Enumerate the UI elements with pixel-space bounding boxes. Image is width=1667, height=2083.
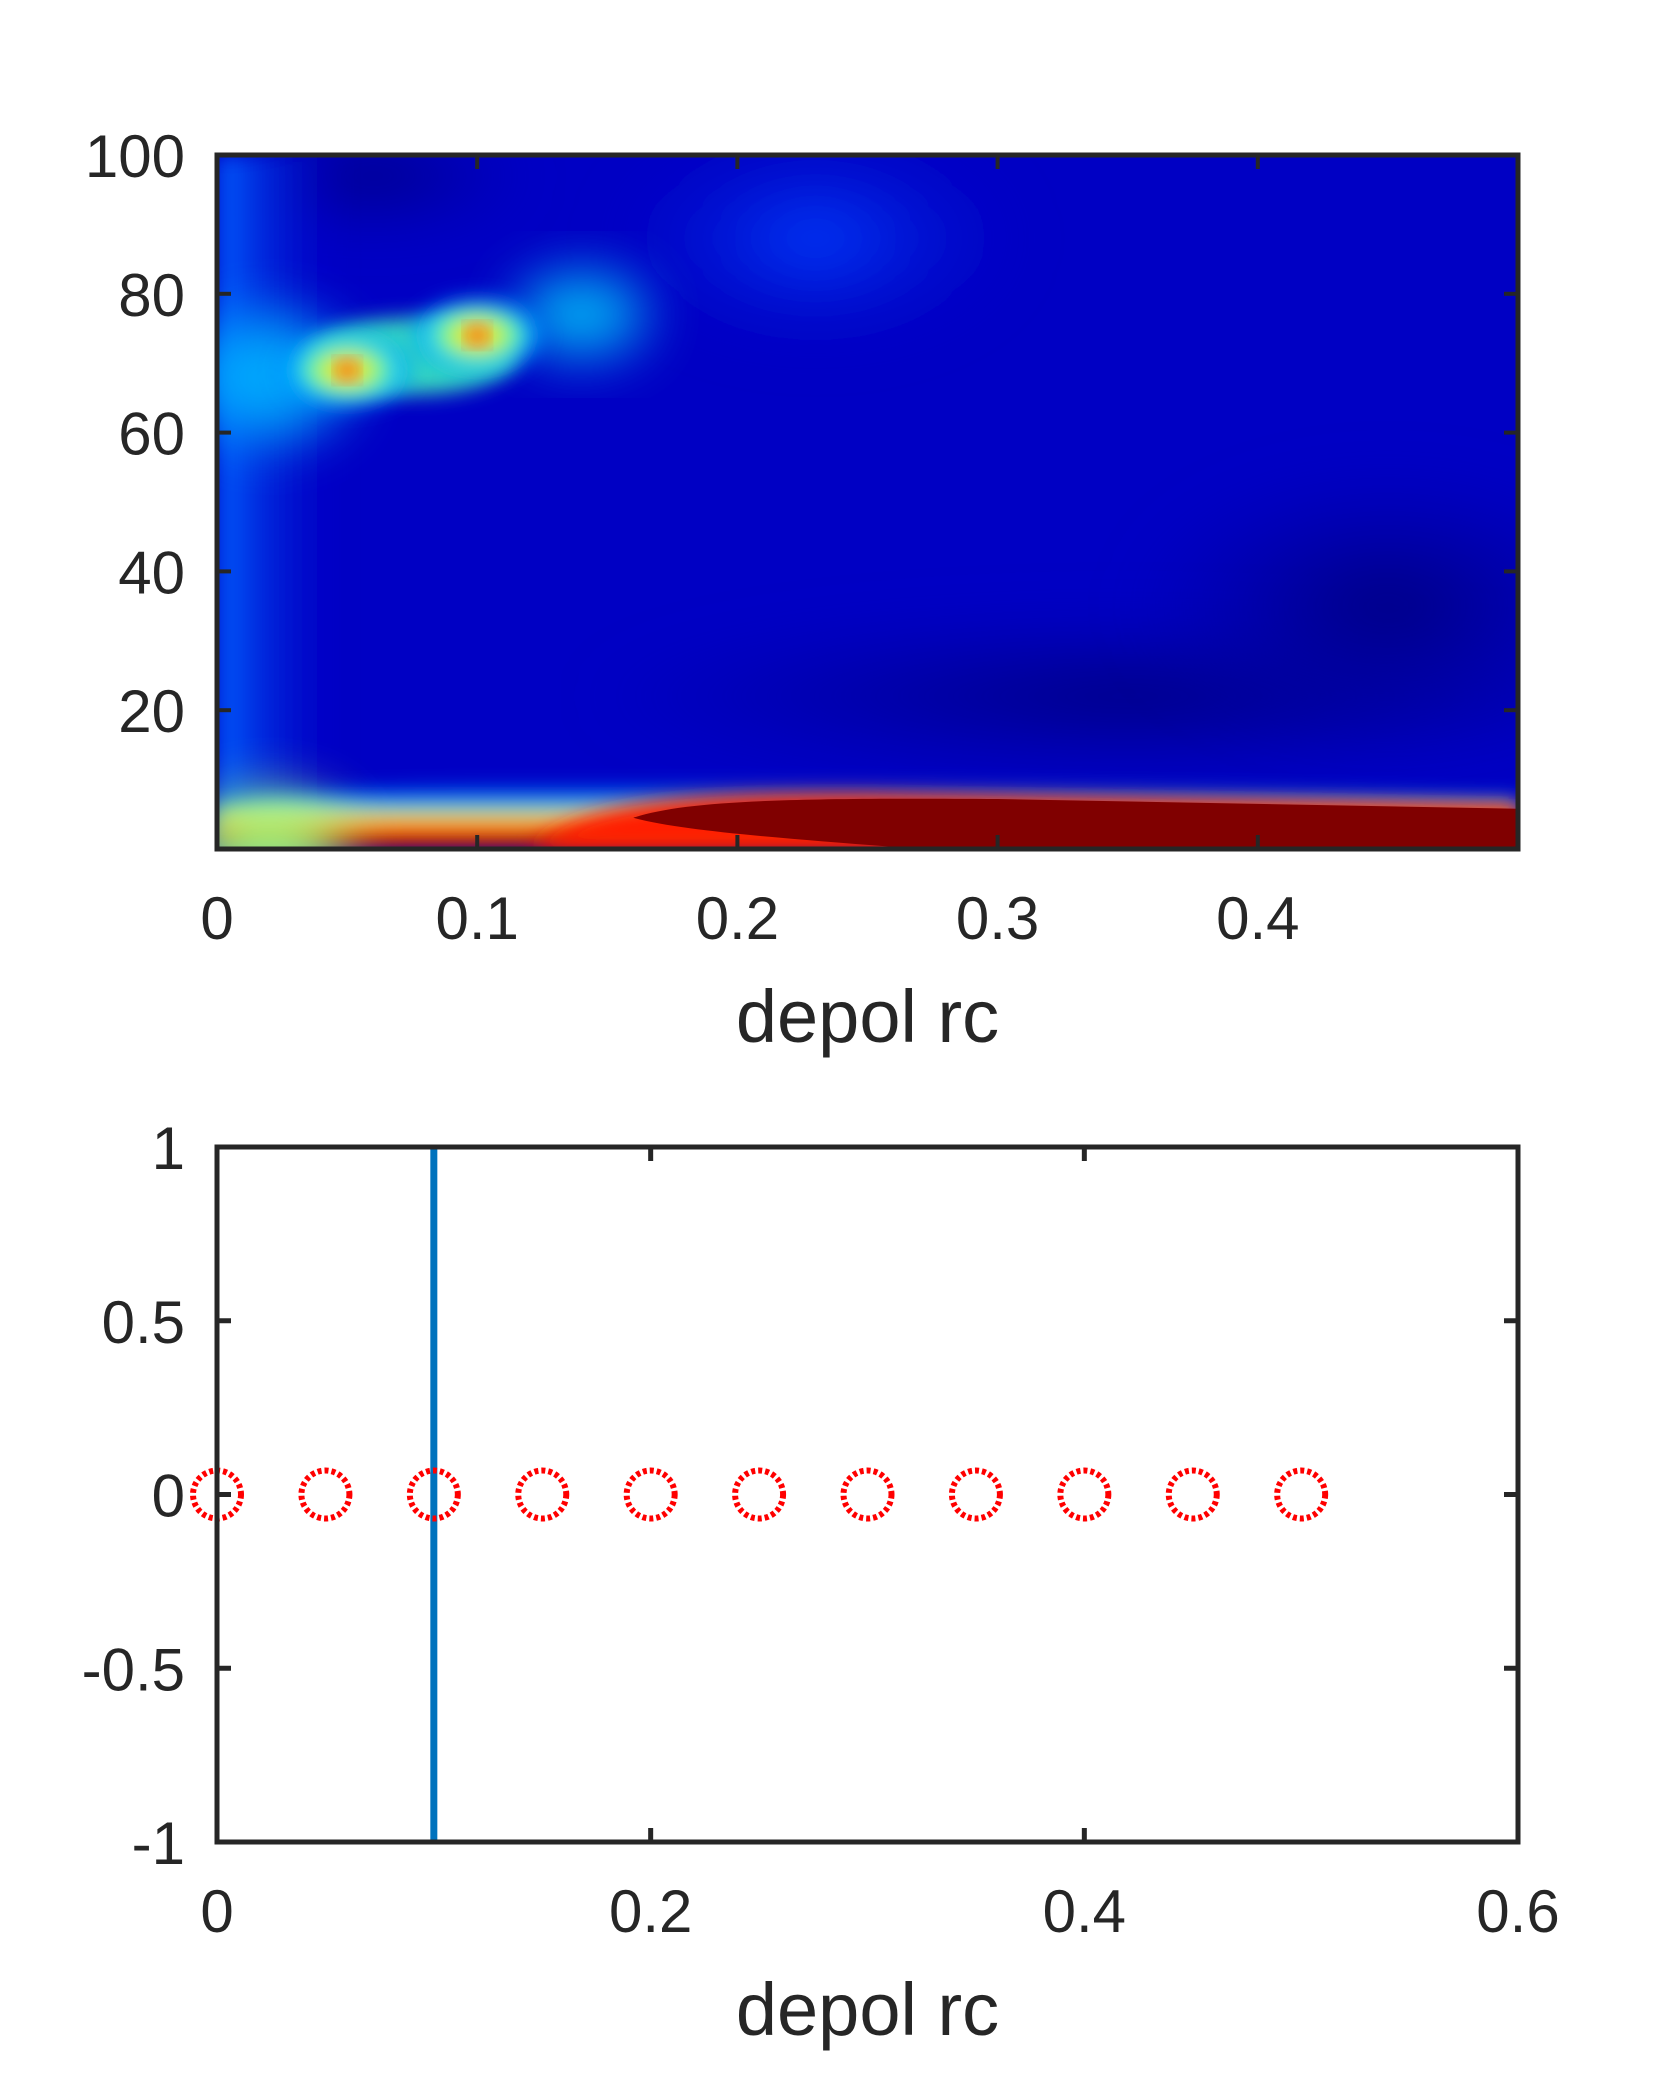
scatter-point (1165, 1467, 1220, 1522)
scatter-point (1057, 1467, 1112, 1522)
heatmap-hot-band-max (633, 798, 1518, 849)
scatter-point (515, 1467, 570, 1522)
scatter-panel: 0 0.2 0.4 0.6 -1 -0.5 0 0.5 1 depol rc (82, 1115, 1560, 2051)
scatter-point (1274, 1467, 1329, 1522)
scatter-point (840, 1467, 895, 1522)
heatmap-y-tick-label: 60 (118, 401, 185, 468)
scatter-x-tick-label: 0.4 (1043, 1878, 1126, 1945)
heatmap-dark-region (1127, 467, 1518, 745)
heatmap-ridge (516, 272, 647, 357)
scatter-point (406, 1467, 461, 1522)
scatter-point (948, 1467, 1003, 1522)
scatter-y-tick-label: 1 (152, 1115, 185, 1182)
scatter-point (623, 1467, 678, 1522)
scatter-point (298, 1467, 353, 1522)
scatter-x-axis-label: depol rc (736, 1968, 999, 2051)
heatmap-y-tick-label: 40 (118, 539, 185, 606)
heatmap-peak-core (339, 362, 356, 379)
scatter-x-tick-label: 0 (200, 1878, 233, 1945)
scatter-y-tick-label: 0 (152, 1463, 185, 1530)
scatter-point (732, 1467, 787, 1522)
heatmap-blue-region (607, 155, 1024, 350)
heatmap-x-tick-label: 0 (200, 885, 233, 952)
heatmap-frame (214, 152, 1521, 852)
scatter-x-tick-label: 0.2 (609, 1878, 692, 1945)
heatmap-y-tick-label: 80 (118, 262, 185, 329)
heatmap-field (217, 155, 1518, 849)
scatter-ticks: 0 0.2 0.4 0.6 -1 -0.5 0 0.5 1 (82, 1115, 1560, 1945)
heatmap-x-axis-label: depol rc (736, 975, 999, 1058)
heatmap-y-tick-label: 100 (85, 123, 185, 190)
heatmap-x-tick-label: 0.4 (1216, 885, 1299, 952)
heatmap-x-tick-label: 0.1 (435, 885, 518, 952)
heatmap-x-tick-label: 0.2 (696, 885, 779, 952)
heatmap-left-edge (217, 155, 348, 849)
heatmap-hot-band-left (217, 793, 348, 849)
scatter-y-tick-label: -1 (132, 1810, 185, 1877)
scatter-y-tick-label: -0.5 (82, 1636, 185, 1703)
scatter-frame (214, 1144, 1521, 1845)
scatter-y-tick-label: 0.5 (102, 1289, 185, 1356)
heatmap-panel: 0 0.1 0.2 0.3 0.4 20 40 60 80 100 depol rc (85, 123, 1521, 1058)
scatter-x-tick-label: 0.6 (1476, 1878, 1559, 1945)
heatmap-peak-core (469, 327, 486, 344)
heatmap-x-tick-label: 0.3 (956, 885, 1039, 952)
heatmap-y-tick-label: 20 (118, 678, 185, 745)
